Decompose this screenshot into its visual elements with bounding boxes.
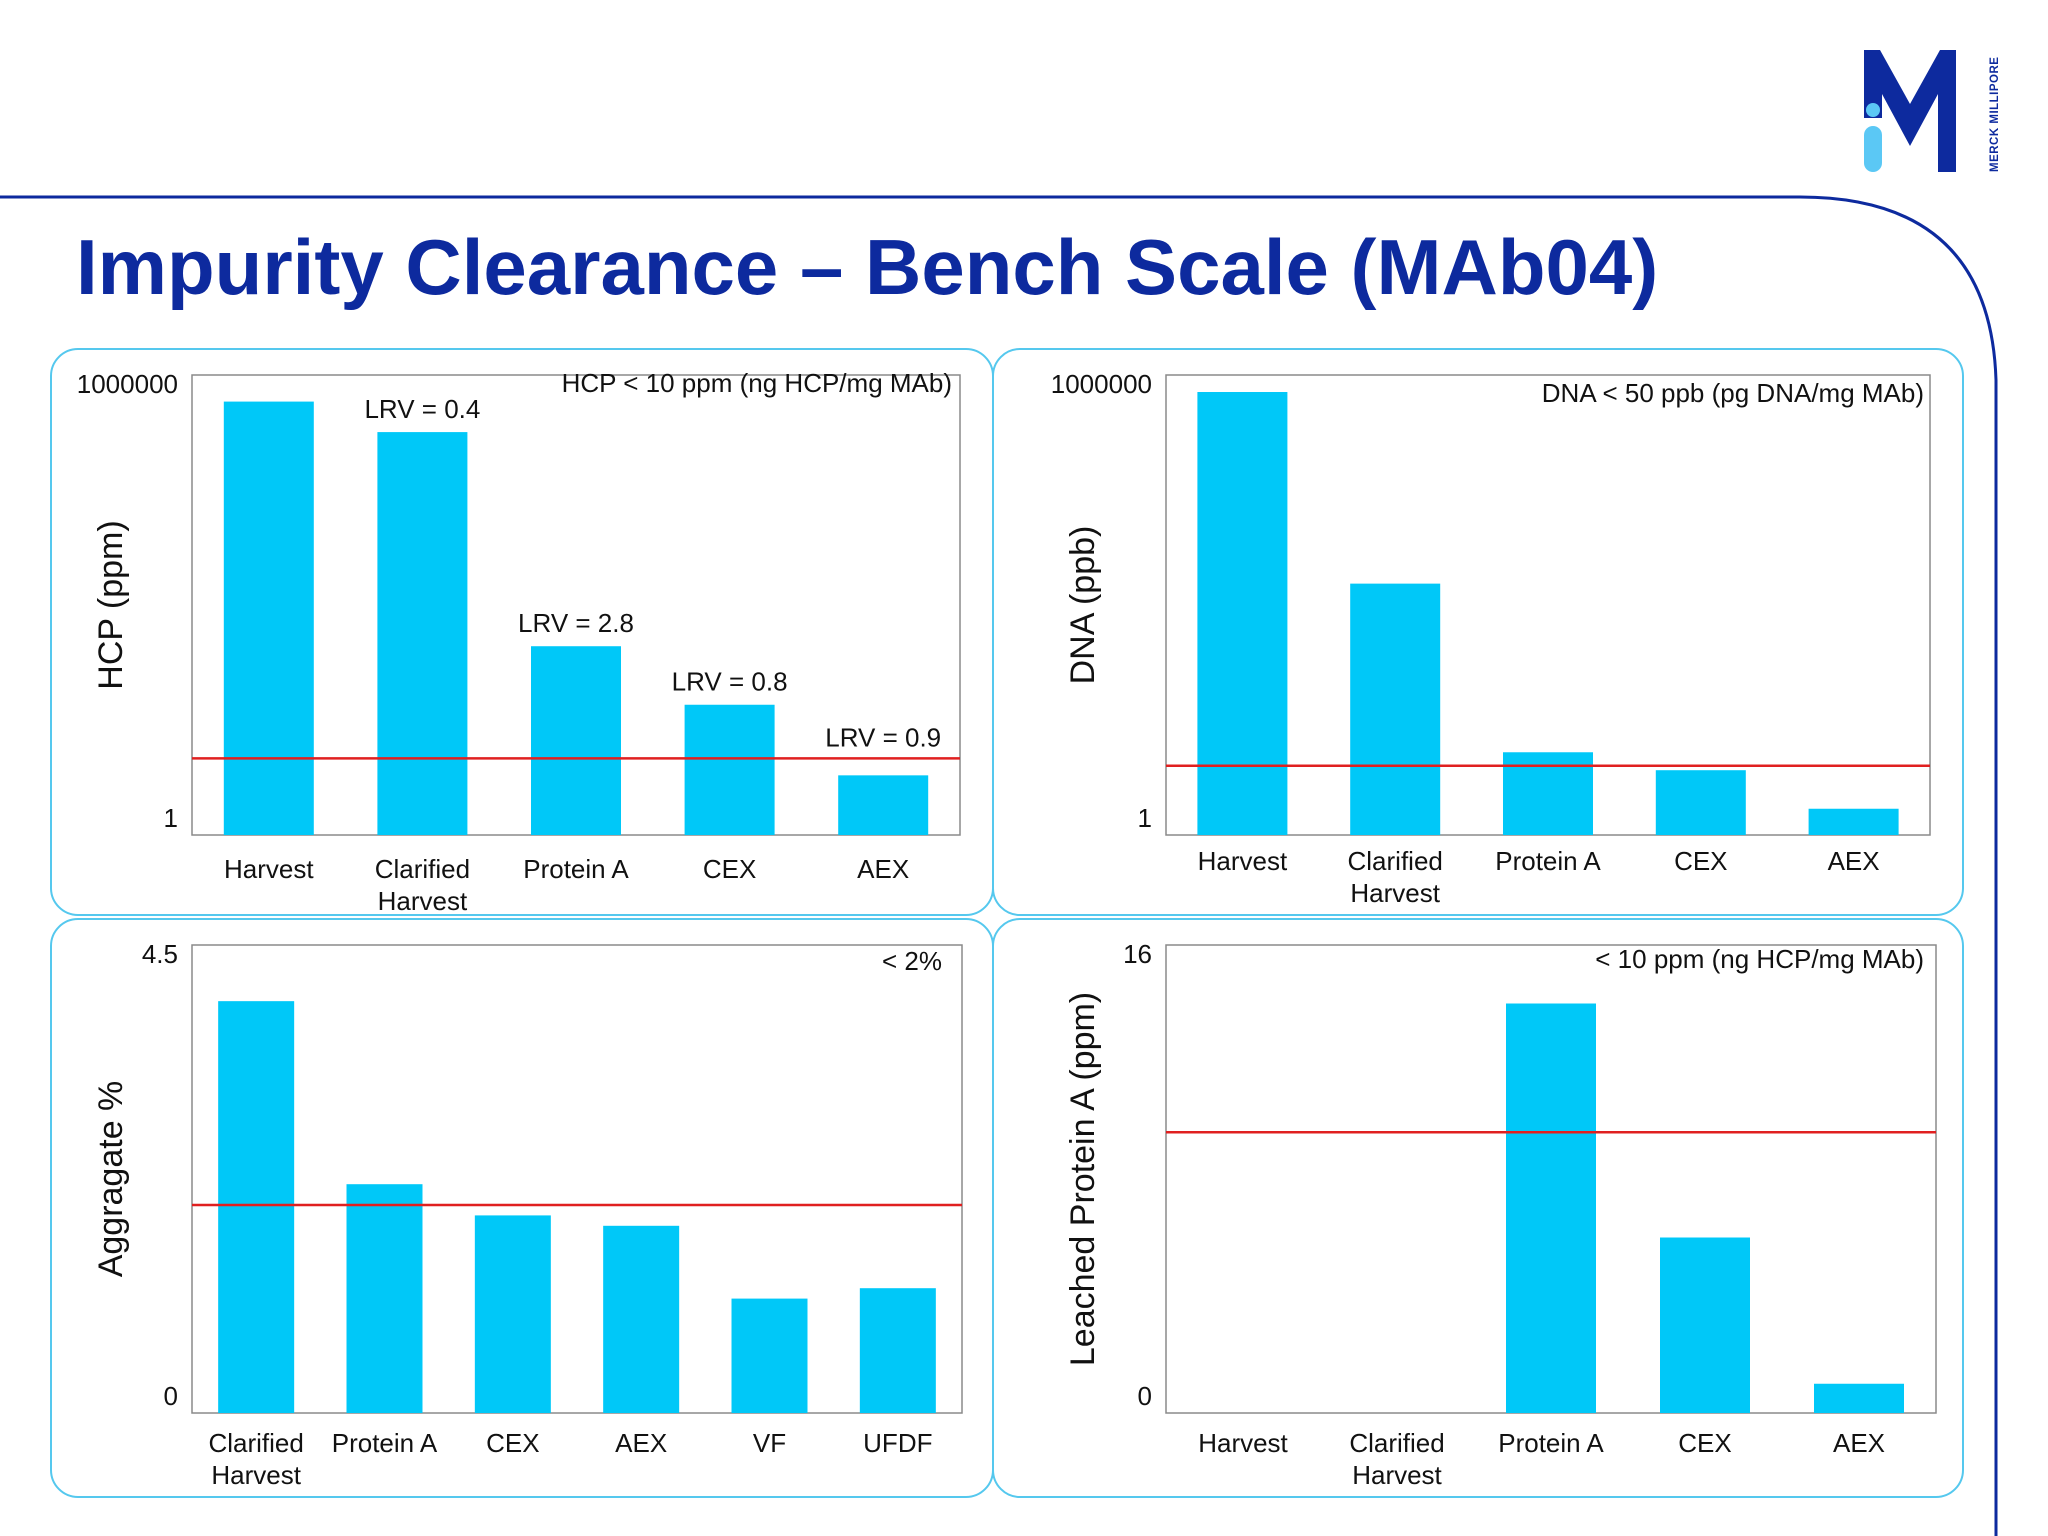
plot-area (191, 944, 963, 1414)
x-tick-label-line: CEX (1678, 1428, 1731, 1458)
y-tick-label: 1000000 (1051, 369, 1152, 399)
bar-label: LRV = 2.8 (518, 608, 634, 638)
aggregate-chart: Clarified Harvest Protein A CEX AEX VF UFDF 4.5… (92, 939, 963, 1490)
y-tick-label: 0 (164, 1381, 178, 1411)
bar-label: LRV = 0.8 (672, 667, 788, 697)
y-tick-label: 1 (164, 803, 178, 833)
bar (1814, 1383, 1904, 1413)
x-tick-label: UFDF (863, 1428, 932, 1458)
x-tick-label-line: AEX (1833, 1428, 1885, 1458)
y-tick-label: 1000000 (77, 369, 178, 399)
y-axis-label: Leached Protein A (ppm) (1064, 992, 1102, 1366)
aggregate-chart-panel: Clarified Harvest Protein A CEX AEX VF UFDF 4.5… (50, 918, 994, 1498)
hcp-chart-panel: Harvest Clarified Harvest LRV = 0.4 Protein … (50, 348, 994, 916)
x-tick-label: CEX (1674, 846, 1727, 876)
x-tick-label-line: AEX (615, 1428, 667, 1458)
bar (603, 1225, 680, 1413)
x-tick-label: Harvest (1198, 1428, 1288, 1458)
dna-chart-panel: Harvest Clarified Harvest Protein A CEX AEX 10… (992, 348, 1964, 916)
x-tick-label-line: Clarified (1349, 1428, 1444, 1458)
bar (1808, 808, 1899, 835)
bar (377, 432, 468, 835)
y-tick-label: 4.5 (142, 939, 178, 969)
x-tick-label-line: Clarified (1348, 846, 1443, 876)
bar (531, 646, 621, 835)
x-tick-label-line: Protein A (332, 1428, 438, 1458)
bar (1197, 392, 1288, 835)
x-tick-label-line: Harvest (224, 854, 314, 884)
x-tick-label: AEX (857, 854, 909, 884)
x-tick-label: Protein A (1495, 846, 1601, 876)
x-tick-label: Protein A (332, 1428, 438, 1458)
y-tick-label: 0 (1138, 1381, 1152, 1411)
y-axis-label: DNA (ppb) (1064, 526, 1102, 685)
x-tick-label: CEX (1678, 1428, 1731, 1458)
y-tick-label: 16 (1123, 939, 1152, 969)
bar (218, 1001, 295, 1413)
x-tick-label-line: Harvest (1352, 1460, 1442, 1490)
x-tick-label: AEX (1828, 846, 1880, 876)
x-tick-label-line: Harvest (1350, 878, 1440, 908)
x-tick-label-line: Clarified (208, 1428, 303, 1458)
bar (1350, 583, 1441, 835)
x-tick-label: Protein A (523, 854, 629, 884)
bar (1506, 1003, 1596, 1413)
x-tick-label-line: Clarified (375, 854, 470, 884)
x-tick-label: CEX (703, 854, 756, 884)
x-tick-label-line: AEX (1828, 846, 1880, 876)
threshold-annotation: HCP < 10 ppm (ng HCP/mg MAb) (562, 368, 952, 398)
x-tick-label: AEX (615, 1428, 667, 1458)
x-tick-label-line: VF (753, 1428, 786, 1458)
x-tick-label: Harvest (224, 854, 314, 884)
x-tick-label-line: CEX (486, 1428, 539, 1458)
bar (474, 1215, 551, 1413)
bar (346, 1184, 423, 1413)
x-tick-label-line: Protein A (1498, 1428, 1604, 1458)
x-tick-label-line: Harvest (211, 1460, 301, 1490)
page-title: Impurity Clearance – Bench Scale (MAb04) (76, 223, 1659, 311)
leached-protein-a-chart-panel: Harvest Clarified Harvest Protein A CEX AEX 16… (992, 918, 1964, 1498)
x-tick-label-line: CEX (703, 854, 756, 884)
x-tick-label-line: Harvest (378, 886, 468, 916)
x-tick-label: Protein A (1498, 1428, 1604, 1458)
x-tick-label: VF (753, 1428, 786, 1458)
merck-millipore-logo: MERCK MILLIPORE (1864, 50, 2001, 172)
x-tick-label: CEX (486, 1428, 539, 1458)
bar (859, 1288, 936, 1413)
x-tick-label-line: Harvest (1198, 846, 1288, 876)
y-tick-label: 1 (1138, 803, 1152, 833)
x-tick-label: AEX (1833, 1428, 1885, 1458)
bar (731, 1298, 808, 1413)
bar (223, 401, 314, 835)
x-tick-label: Clarified Harvest (1348, 846, 1443, 908)
threshold-annotation: < 10 ppm (ng HCP/mg MAb) (1595, 944, 1924, 974)
bar (684, 704, 775, 835)
bar-label: LRV = 0.4 (364, 394, 480, 424)
bar-label: LRV = 0.9 (825, 722, 941, 752)
threshold-annotation: DNA < 50 ppb (pg DNA/mg MAb) (1542, 378, 1924, 408)
x-tick-label-line: CEX (1674, 846, 1727, 876)
x-tick-label: Clarified Harvest (1349, 1428, 1444, 1490)
x-tick-label: Clarified Harvest (375, 854, 470, 916)
x-tick-label-line: UFDF (863, 1428, 932, 1458)
y-axis-label: Aggragate % (92, 1081, 130, 1278)
x-tick-label-line: Protein A (523, 854, 629, 884)
x-tick-label: Harvest (1198, 846, 1288, 876)
x-tick-label-line: AEX (857, 854, 909, 884)
x-tick-label-line: Harvest (1198, 1428, 1288, 1458)
x-tick-label-line: Protein A (1495, 846, 1601, 876)
y-axis-label: HCP (ppm) (92, 520, 130, 689)
threshold-annotation: < 2% (882, 946, 942, 976)
bar (838, 775, 929, 835)
logo-wordmark: MERCK MILLIPORE (1989, 57, 2001, 172)
bar (1660, 1237, 1750, 1413)
x-tick-label: Clarified Harvest (208, 1428, 303, 1490)
bar (1655, 770, 1746, 835)
